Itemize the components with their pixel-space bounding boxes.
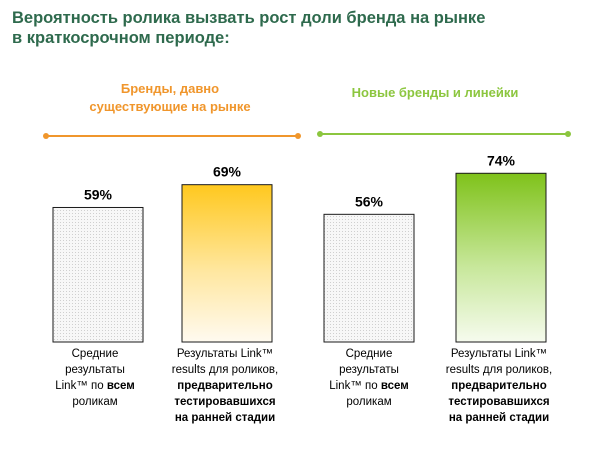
category-label-line: results для роликов, [171,364,279,376]
category-label-bold: на ранней стадии [174,412,276,424]
category-label-bold: тестировавшихся [174,396,276,408]
group-divider-dot-right-new [565,131,571,137]
category-label-bold: тестировавшихся [448,396,550,408]
bar-early-existing [181,184,273,343]
bar-avg-existing [52,206,144,343]
category-label-part: Link™ по [55,380,107,392]
bar-avg-new [323,213,415,343]
category-label-line: тестировавшихся [150,394,300,410]
category-label-bold: всем [106,380,135,392]
group-label-new-brands-line1: Новые бренды и линейки [351,85,519,100]
category-label-avg-existing: Средние результаты Link™ по всем роликам [20,346,170,410]
category-label-line: Средние [345,348,393,360]
group-label-existing-brands-line1: Бренды, давно [120,81,220,96]
category-label-line: на ранней стадии [150,410,300,426]
category-label-line: Результаты Link™ [450,348,548,360]
chart-title: Вероятность ролика вызвать рост доли бре… [12,8,592,48]
group-divider-dot-right-existing [295,133,301,139]
chart-title-line1: Вероятность ролика вызвать рост доли бре… [12,9,486,27]
category-label-line: results для роликов, [445,364,553,376]
category-label-part: Link™ по [329,380,381,392]
group-label-new-brands: Новые бренды и линейки [310,84,560,102]
bar-value-label-early-new: 74% [487,152,516,168]
category-label-bold: всем [380,380,409,392]
category-label-line: тестировавшихся [424,394,574,410]
category-label-bold: на ранней стадии [448,412,550,424]
bar-value-label-avg-existing: 59% [84,186,113,202]
group-divider-dot-left-existing [43,133,49,139]
category-label-early-new: Результаты Link™ results для роликов, пр… [424,346,574,426]
bar-value-label-avg-new: 56% [355,193,384,209]
bar-value-label-early-existing: 69% [213,164,242,180]
group-label-existing-brands: Бренды, давно существующие на рынке [40,80,300,116]
chart-title-line2: в краткосрочном периоде: [12,29,230,47]
group-label-existing-brands-line2: существующие на рынке [89,99,251,114]
category-label-line: Link™ по всем [294,378,444,394]
category-label-bold: предварительно [177,380,273,392]
category-label-line: Средние [71,348,119,360]
category-label-line: роликам [72,396,118,408]
category-label-line: результаты [65,364,125,376]
category-label-line: Результаты Link™ [176,348,274,360]
group-divider-dot-left-new [317,131,323,137]
category-label-bold: предварительно [451,380,547,392]
category-label-line: на ранней стадии [424,410,574,426]
category-label-avg-new: Средние результаты Link™ по всем роликам [294,346,444,410]
category-label-line: предварительно [424,378,574,394]
category-label-line: предварительно [150,378,300,394]
category-label-line: Link™ по всем [20,378,170,394]
category-label-early-existing: Результаты Link™ results для роликов, пр… [150,346,300,426]
category-label-line: роликам [346,396,392,408]
bar-early-new [455,172,547,343]
category-label-line: результаты [339,364,399,376]
